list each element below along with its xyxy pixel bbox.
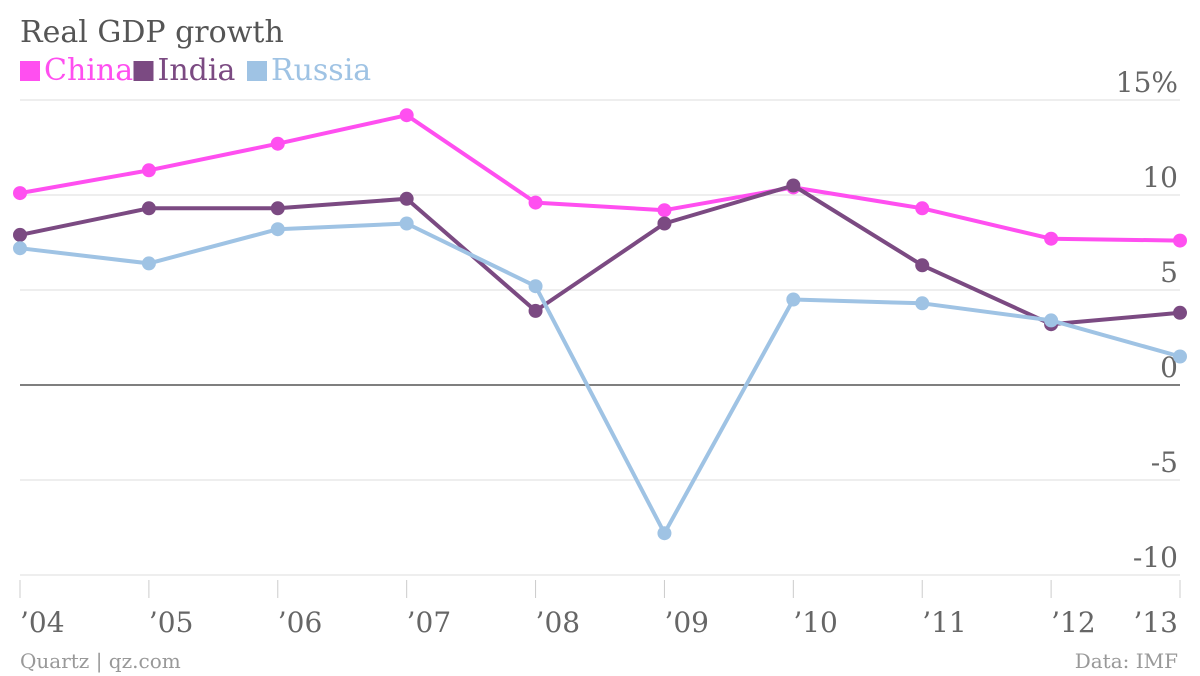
y-tick-label: 0 bbox=[1160, 351, 1178, 384]
data-point-russia bbox=[1173, 349, 1187, 364]
data-point-india bbox=[1173, 305, 1187, 320]
legend-label-russia: Russia bbox=[271, 53, 371, 88]
legend-swatch-india bbox=[133, 61, 154, 81]
series-line-china bbox=[18, 113, 1182, 243]
data-point-india bbox=[270, 201, 285, 216]
series-russia bbox=[13, 216, 1187, 541]
legend-swatch-russia bbox=[247, 61, 267, 81]
x-axis-ticks: ’04 ’05 ’06 ’07 ’08 ’09 ’10 ’11 ’12 ’13 bbox=[19, 580, 1181, 639]
data-point-russia bbox=[528, 279, 543, 294]
data-point-china bbox=[915, 201, 930, 216]
series-india bbox=[13, 178, 1187, 332]
data-point-china bbox=[657, 203, 672, 218]
y-tick-label: -5 bbox=[1151, 446, 1178, 479]
data-point-russia bbox=[270, 222, 285, 237]
x-tick-label: ’08 bbox=[536, 606, 581, 639]
legend-label-china: China bbox=[44, 53, 133, 88]
y-tick-label: -10 bbox=[1133, 541, 1178, 574]
x-tick-label: ’10 bbox=[793, 606, 838, 639]
data-source: Data: IMF bbox=[1075, 649, 1178, 673]
data-point-russia bbox=[399, 216, 414, 231]
series-china bbox=[13, 108, 1187, 248]
x-tick-label: ’06 bbox=[278, 606, 323, 639]
data-point-russia bbox=[915, 296, 930, 311]
chart-title: Real GDP growth bbox=[20, 15, 284, 50]
x-tick-label: ’07 bbox=[407, 606, 452, 639]
series-line-russia bbox=[18, 221, 1182, 536]
legend-label-india: India bbox=[158, 53, 236, 88]
data-point-india bbox=[657, 216, 672, 231]
data-point-china bbox=[528, 195, 543, 210]
data-point-russia bbox=[786, 292, 801, 307]
x-tick-label: ’13 bbox=[1133, 606, 1178, 639]
x-tick-label: ’11 bbox=[922, 606, 967, 639]
x-tick-label: ’09 bbox=[664, 606, 709, 639]
data-point-india bbox=[399, 191, 414, 206]
source-credit: Quartz | qz.com bbox=[20, 649, 181, 674]
data-point-china bbox=[1044, 231, 1059, 246]
x-tick-label: ’12 bbox=[1051, 606, 1096, 639]
grid bbox=[20, 99, 1180, 576]
legend-swatch-china bbox=[20, 61, 40, 81]
data-point-china bbox=[399, 108, 414, 123]
legend: China India Russia bbox=[20, 53, 371, 88]
x-tick-label: ’04 bbox=[20, 606, 65, 639]
data-point-india bbox=[528, 303, 543, 318]
y-axis-ticks: 15% 10 5 0 -5 -10 bbox=[1116, 66, 1178, 574]
data-point-india bbox=[786, 178, 801, 193]
data-point-china bbox=[1173, 233, 1187, 248]
data-point-china bbox=[270, 136, 285, 151]
data-point-india bbox=[13, 227, 27, 242]
data-point-russia bbox=[1044, 313, 1059, 328]
data-point-india bbox=[915, 258, 930, 273]
y-tick-label: 5 bbox=[1160, 256, 1178, 289]
data-point-russia bbox=[141, 256, 156, 271]
data-point-russia bbox=[657, 526, 672, 541]
data-point-india bbox=[141, 201, 156, 216]
series-group bbox=[13, 108, 1187, 541]
y-tick-label: 10 bbox=[1142, 161, 1178, 194]
data-point-china bbox=[13, 186, 27, 201]
y-tick-label: 15% bbox=[1116, 66, 1178, 99]
series-line-india bbox=[18, 183, 1182, 327]
data-point-russia bbox=[13, 241, 27, 256]
x-tick-label: ’05 bbox=[149, 606, 194, 639]
data-point-china bbox=[141, 163, 156, 178]
